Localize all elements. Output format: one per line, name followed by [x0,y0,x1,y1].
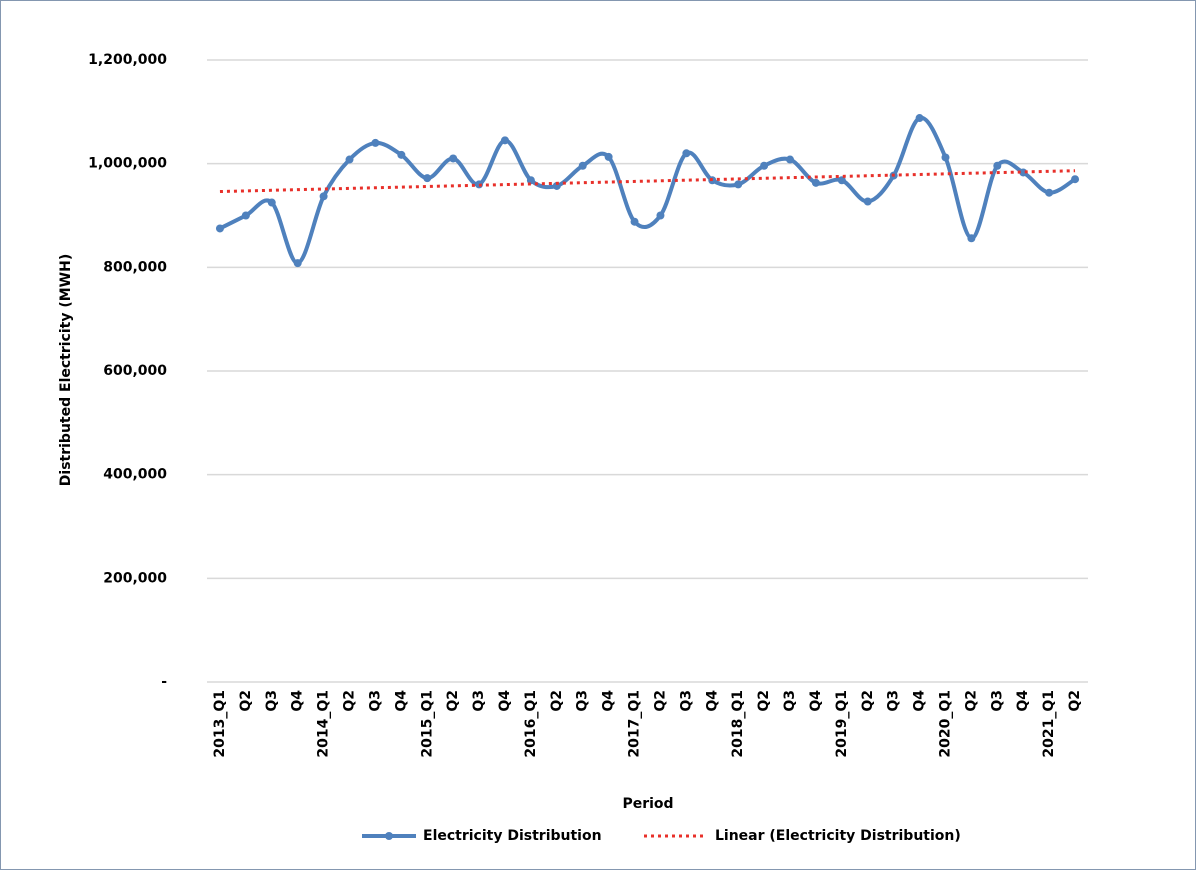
data-point [241,211,250,220]
legend-label: Electricity Distribution [423,828,602,844]
x-tick-label: Q4 [497,690,513,712]
x-tick-label: Q2 [756,690,772,712]
legend-marker [385,832,393,840]
y-tick-label: 800,000 [103,259,167,275]
y-axis-title: Distributed Electricity (MWH) [58,254,74,486]
x-tick-label: Q3 [989,690,1005,712]
x-tick-label: 2020_Q1 [937,690,953,758]
x-tick-label: Q4 [290,690,306,712]
x-tick-label: Q4 [704,690,720,712]
x-tick-label: 2016_Q1 [523,690,539,758]
trendline [219,169,1076,194]
x-tick-label: Q2 [963,690,979,712]
x-tick-label: Q4 [912,690,928,712]
data-point [786,155,795,164]
x-tick-label: 2019_Q1 [834,690,850,758]
data-point [1045,188,1054,197]
data-point [682,149,691,158]
x-tick-label: Q3 [886,690,902,712]
data-point [734,180,743,189]
data-point [760,161,769,170]
x-tick-label: Q2 [342,690,358,712]
data-point [967,234,976,243]
data-point [578,161,587,170]
data-point [993,161,1002,170]
x-tick-label: Q2 [238,690,254,712]
x-tick-label: Q3 [264,690,280,712]
x-tick-label: Q2 [652,690,668,712]
data-point [215,224,224,233]
data-point [397,150,406,159]
x-tick-label: Q2 [445,690,461,712]
data-point [863,197,872,206]
data-point [449,154,458,163]
x-axis-title: Period [622,796,673,812]
data-point [837,176,846,185]
x-tick-label: Q2 [860,690,876,712]
data-point [630,217,639,226]
data-point [319,192,328,201]
legend-label: Linear (Electricity Distribution) [715,828,961,844]
data-point [604,152,613,161]
data-point [526,176,535,185]
data-point [941,153,950,162]
x-tick-label: Q2 [1067,690,1083,712]
x-tick-label: Q3 [471,690,487,712]
data-point [423,174,432,183]
y-tick-label: - [161,674,167,690]
y-tick-label: 1,000,000 [88,156,167,172]
y-tick-label: 600,000 [103,363,167,379]
x-tick-label: Q3 [367,690,383,712]
x-tick-label: Q4 [1015,690,1031,712]
x-tick-label: Q3 [678,690,694,712]
x-tick-label: 2015_Q1 [419,690,435,758]
y-tick-label: 1,200,000 [88,52,167,68]
x-tick-label: 2017_Q1 [627,690,643,758]
data-point [371,138,380,147]
data-point [811,178,820,187]
x-tick-label: 2013_Q1 [212,690,228,758]
x-tick-label: Q3 [575,690,591,712]
data-point [656,211,665,220]
x-tick-label: Q3 [782,690,798,712]
x-tick-label: Q4 [601,690,617,712]
x-tick-label: 2018_Q1 [730,690,746,758]
x-tick-label: 2021_Q1 [1041,690,1057,758]
x-tick-label: Q2 [549,690,565,712]
series-line [219,116,1077,266]
x-tick-label: Q4 [808,690,824,712]
x-tick-label: 2014_Q1 [316,690,332,758]
x-tick-label: Q4 [393,690,409,712]
y-tick-label: 200,000 [103,570,167,586]
data-point [293,259,302,268]
data-point [345,155,354,164]
y-tick-label: 400,000 [103,467,167,483]
data-point [915,114,924,123]
data-point [500,136,509,145]
data-point [267,198,276,207]
data-point [1071,175,1080,184]
